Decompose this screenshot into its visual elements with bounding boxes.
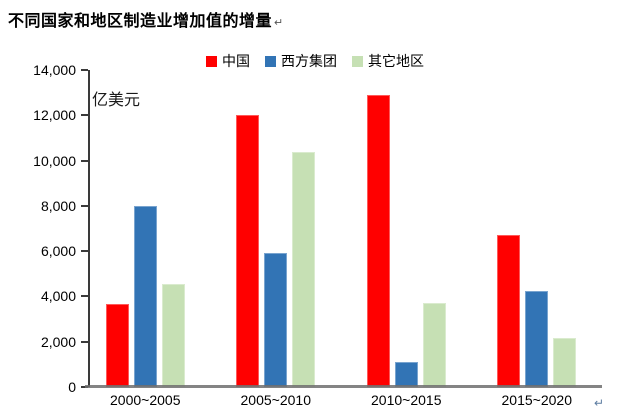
bar-西方集团-2000~2005 — [133, 205, 157, 387]
y-axis-tick-label: 8,000 — [40, 197, 76, 214]
x-axis-category-label: 2015~2020 — [501, 392, 572, 408]
y-axis-tick-mark — [81, 159, 88, 162]
legend-item-其它地区: 其它地区 — [352, 51, 424, 71]
x-axis-category-label: 2010~2015 — [371, 392, 442, 408]
legend-label: 其它地区 — [368, 53, 424, 69]
bar-其它地区-2000~2005 — [161, 283, 185, 387]
x-axis-category-label: 2000~2005 — [110, 392, 181, 408]
y-axis-tick-mark — [81, 114, 88, 117]
bar-group-2000~2005 — [80, 70, 211, 387]
legend-label: 西方集团 — [281, 53, 337, 69]
legend-swatch-icon — [206, 55, 217, 67]
chart-legend: 中国 西方集团 其它地区 — [206, 51, 424, 71]
y-axis-tick-mark — [81, 340, 88, 343]
plot-area — [88, 70, 604, 387]
y-axis-tick-label: 0 — [68, 379, 76, 395]
bar-中国-2000~2005 — [105, 304, 129, 387]
y-axis-tick-mark — [81, 386, 88, 388]
y-axis-tick-label: 10,000 — [33, 152, 76, 169]
x-axis-line — [85, 385, 602, 388]
y-axis-tick-label: 2,000 — [40, 333, 76, 350]
y-axis-unit-label: 亿美元 — [92, 92, 141, 109]
y-axis-tick-label: 4,000 — [40, 288, 76, 305]
bar-其它地区-2005~2010 — [292, 151, 316, 387]
legend-swatch-icon — [265, 55, 276, 67]
legend-label: 中国 — [222, 53, 250, 69]
y-axis-tick-label: 12,000 — [33, 107, 76, 124]
bar-西方集团-2015~2020 — [525, 290, 549, 387]
y-axis-tick-mark — [81, 204, 88, 207]
y-axis-tick-label: 6,000 — [40, 243, 76, 260]
paragraph-mark-icon: ↵ — [274, 17, 284, 29]
y-axis-tick-mark — [81, 250, 88, 253]
bar-中国-2005~2010 — [236, 115, 260, 387]
x-axis-category-label: 2005~2010 — [240, 392, 311, 408]
y-axis-tick-label: 14,000 — [33, 62, 76, 78]
y-axis-tick-mark — [81, 69, 88, 71]
chart-title-text: 不同国家和地区制造业增加值的增量 — [8, 13, 273, 30]
bar-group-2010~2015 — [341, 70, 472, 387]
bar-西方集团-2005~2010 — [264, 253, 288, 387]
y-axis-tick-mark — [81, 295, 88, 298]
legend-item-西方集团: 西方集团 — [265, 51, 337, 71]
bar-其它地区-2015~2020 — [553, 338, 577, 387]
bar-group-2015~2020 — [472, 70, 603, 387]
paragraph-mark-icon: ↵ — [594, 396, 605, 410]
legend-item-中国: 中国 — [206, 51, 250, 71]
chart-title: 不同国家和地区制造业增加值的增量 ↵ — [8, 7, 284, 31]
legend-swatch-icon — [352, 55, 363, 67]
bar-西方集团-2010~2015 — [394, 362, 418, 387]
bar-中国-2015~2020 — [497, 235, 521, 387]
bar-其它地区-2010~2015 — [422, 303, 446, 387]
bar-group-2005~2010 — [211, 70, 342, 387]
bar-中国-2010~2015 — [366, 94, 390, 387]
